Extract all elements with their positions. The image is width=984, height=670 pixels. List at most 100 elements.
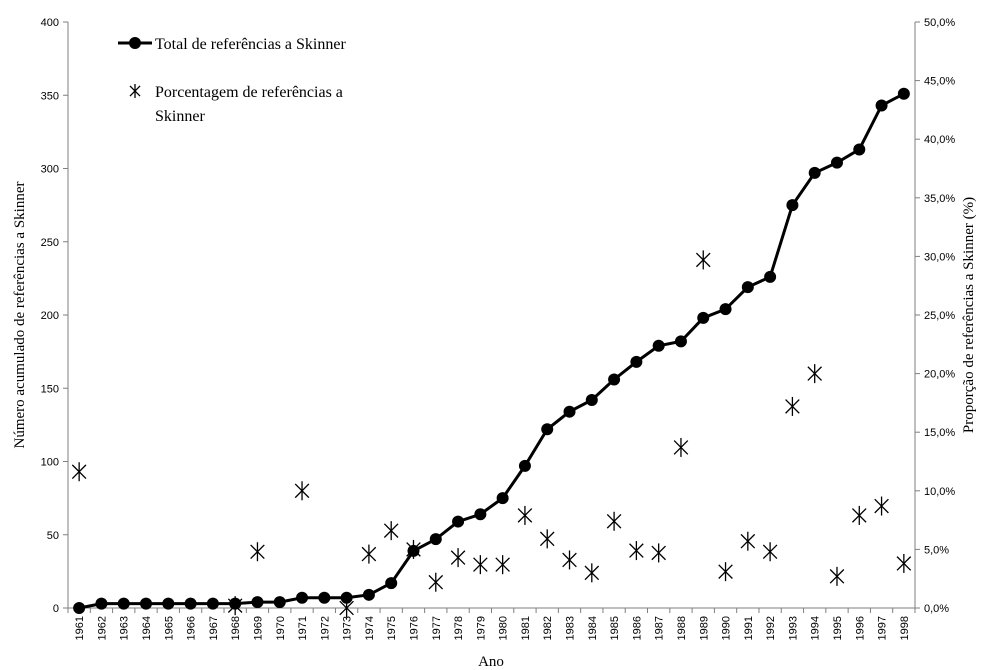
x-tick-label: 1985 xyxy=(609,616,621,640)
x-tick-label: 1994 xyxy=(810,616,822,640)
legend-circle-marker xyxy=(129,37,141,49)
x-tick-label: 1965 xyxy=(163,616,175,640)
percentage-point xyxy=(71,462,87,482)
total-point xyxy=(897,87,910,100)
total-point xyxy=(206,597,219,610)
total-point xyxy=(518,459,531,472)
total-point xyxy=(853,143,866,156)
series-total-line xyxy=(78,92,905,610)
total-point xyxy=(719,303,732,316)
total-point xyxy=(630,355,643,368)
total-point xyxy=(674,335,687,348)
percentage-point xyxy=(361,544,377,564)
left-y-tick-label: 300 xyxy=(41,164,59,176)
legend-item-total: Total de referências a Skinner xyxy=(118,36,346,53)
total-point xyxy=(830,156,843,169)
total-point xyxy=(73,602,86,614)
total-point xyxy=(496,492,509,505)
percentage-point xyxy=(673,437,689,457)
percentage-point xyxy=(339,598,354,618)
x-tick-label: 1996 xyxy=(854,616,866,640)
percentage-point xyxy=(584,563,600,583)
x-tick-label: 1963 xyxy=(119,616,131,640)
total-point xyxy=(340,591,353,604)
x-tick-label: 1982 xyxy=(542,616,554,640)
percentage-point xyxy=(651,543,666,563)
x-tick-label: 1987 xyxy=(654,616,666,640)
legend-label-total: Total de referências a Skinner xyxy=(155,36,346,53)
series-total xyxy=(73,87,910,614)
total-point xyxy=(162,597,175,610)
percentage-point xyxy=(762,542,778,562)
x-tick-label: 1974 xyxy=(364,616,376,640)
total-point xyxy=(808,166,821,179)
percentage-point xyxy=(406,539,421,559)
legend-label-percentage-line2: Skinner xyxy=(155,108,205,125)
x-tick-label: 1967 xyxy=(208,616,220,640)
x-tick-label: 1979 xyxy=(475,616,487,640)
legend-item-percentage: Porcentagem de referências a Skinner xyxy=(129,84,343,125)
x-tick-label: 1988 xyxy=(676,616,688,640)
percentage-point xyxy=(896,553,912,573)
total-point xyxy=(608,373,621,386)
right-y-tick-label: 25,0% xyxy=(924,310,955,322)
x-tick-label: 1970 xyxy=(275,616,287,640)
legend-label-percentage-line1: Porcentagem de referências a xyxy=(155,84,343,101)
total-point xyxy=(764,270,777,283)
x-tick-label: 1972 xyxy=(319,616,331,640)
x-tick-label: 1971 xyxy=(297,616,309,640)
percentage-point xyxy=(695,250,711,270)
total-point xyxy=(563,405,576,418)
percentage-point xyxy=(851,505,867,525)
total-point xyxy=(452,515,465,528)
x-axis-title: Ano xyxy=(478,654,504,670)
left-y-tick-label: 250 xyxy=(41,237,59,249)
legend: Total de referências a Skinner Porcentag… xyxy=(118,36,346,125)
x-tick-label: 1975 xyxy=(386,616,398,640)
total-point xyxy=(541,423,554,436)
x-tick-label: 1993 xyxy=(787,616,799,640)
percentage-point xyxy=(383,521,399,541)
x-tick-label: 1980 xyxy=(498,616,510,640)
right-y-tick-label: 30,0% xyxy=(924,251,955,263)
percentage-point xyxy=(428,572,444,592)
total-point xyxy=(585,393,598,406)
total-point xyxy=(273,596,286,609)
x-tick-label: 1989 xyxy=(698,616,710,640)
right-y-tick-label: 45,0% xyxy=(924,76,955,88)
left-y-tick-label: 150 xyxy=(41,383,59,395)
right-y-tick-label: 50,0% xyxy=(924,17,955,29)
x-tick-label: 1984 xyxy=(587,616,599,640)
left-y-tick-label: 400 xyxy=(41,17,59,29)
percentage-point xyxy=(495,555,510,575)
left-y-tick-label: 350 xyxy=(41,90,59,102)
right-y-axis: 0,0% 5,0% 10,0% 15,0% 20,0% 25,0% 30,0% 35,0% 40… xyxy=(915,17,955,615)
right-y-tick-label: 0,0% xyxy=(924,603,949,615)
percentage-point xyxy=(539,529,555,549)
percentage-point xyxy=(227,596,243,616)
percentage-point xyxy=(718,562,733,582)
total-point xyxy=(140,597,153,610)
right-y-axis-title: Proporção de referências a Skinner (%) xyxy=(961,197,977,433)
left-y-axis: 0 50 100 150 200 250 300 350 400 xyxy=(41,17,68,615)
x-tick-label: 1995 xyxy=(832,616,844,640)
total-point xyxy=(697,311,710,324)
right-y-tick-label: 15,0% xyxy=(924,427,955,439)
right-y-tick-label: 10,0% xyxy=(924,486,955,498)
x-tick-label: 1997 xyxy=(877,616,889,640)
percentage-point xyxy=(606,511,622,531)
total-point xyxy=(652,339,665,352)
total-point xyxy=(429,533,442,546)
percentage-point xyxy=(473,555,488,575)
x-tick-label: 1983 xyxy=(565,616,577,640)
total-point xyxy=(117,597,130,610)
x-tick-label: 1991 xyxy=(743,616,755,640)
legend-star-marker xyxy=(129,84,141,98)
x-tick-label: 1962 xyxy=(96,616,108,640)
percentage-point xyxy=(629,541,644,561)
left-y-tick-label: 200 xyxy=(41,310,59,322)
x-tick-label: 1992 xyxy=(765,616,777,640)
total-point xyxy=(362,588,375,601)
percentage-point xyxy=(807,364,822,384)
